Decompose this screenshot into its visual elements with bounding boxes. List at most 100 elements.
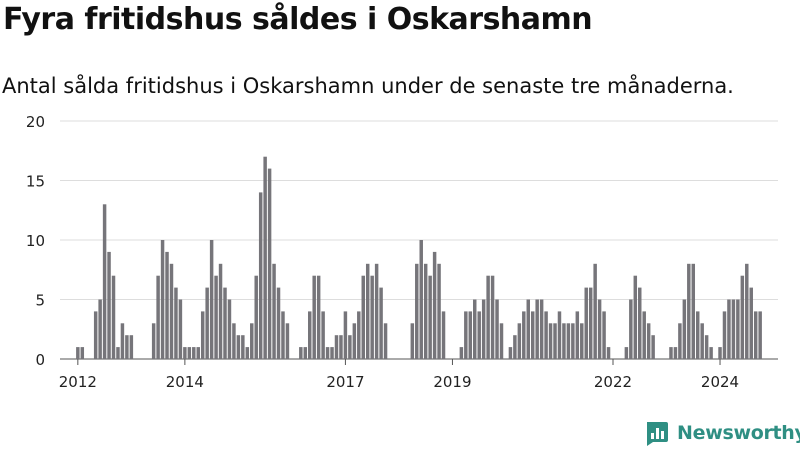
bar	[370, 275, 374, 359]
bar	[183, 347, 187, 359]
bar	[562, 323, 566, 359]
bar	[473, 299, 477, 359]
bar	[669, 347, 673, 359]
bar	[477, 311, 481, 359]
bar	[700, 323, 704, 359]
bar	[227, 299, 232, 359]
bar	[749, 287, 753, 359]
bar	[357, 311, 361, 359]
bar	[727, 299, 731, 359]
bar	[495, 299, 499, 359]
bar	[432, 251, 437, 359]
x-tick-label: 2014	[166, 373, 204, 391]
bar	[285, 323, 290, 359]
y-tick-label: 15	[26, 173, 45, 191]
bar	[352, 323, 357, 359]
bar	[258, 192, 263, 359]
bar	[272, 263, 276, 359]
chart-title: Fyra fritidshus såldes i Oskarshamn	[3, 2, 593, 37]
bar	[486, 275, 490, 359]
bar	[209, 240, 214, 359]
bar	[606, 347, 611, 359]
bar	[758, 311, 762, 359]
bar	[241, 335, 245, 359]
bar	[339, 335, 343, 359]
bar	[348, 335, 352, 359]
bar	[214, 275, 218, 359]
bar	[490, 275, 495, 359]
bar	[464, 311, 468, 359]
bar	[169, 263, 174, 359]
bar	[709, 347, 713, 359]
bar	[343, 311, 348, 359]
bar	[151, 323, 156, 359]
bar	[374, 263, 379, 359]
y-tick-label: 10	[26, 232, 45, 250]
bar	[548, 323, 553, 359]
bar	[459, 347, 464, 359]
bar	[178, 299, 183, 359]
bar	[736, 299, 740, 359]
bar	[196, 347, 200, 359]
bar	[566, 323, 571, 359]
bar	[156, 275, 160, 359]
bar	[299, 347, 303, 359]
bar	[468, 311, 473, 359]
bar	[102, 204, 107, 359]
bar	[383, 323, 388, 359]
bar	[646, 323, 651, 359]
bar	[580, 323, 584, 359]
x-tick-label: 2022	[594, 373, 632, 391]
brand-logo: Newsworthy	[644, 420, 800, 446]
x-tick-label: 2012	[59, 373, 97, 391]
bar	[441, 311, 446, 359]
bar	[526, 299, 531, 359]
bar	[428, 275, 432, 359]
bar	[678, 323, 682, 359]
bar	[254, 275, 258, 359]
bar	[111, 275, 116, 359]
bar	[740, 275, 745, 359]
bar	[517, 323, 522, 359]
bar	[98, 299, 102, 359]
bar	[245, 347, 250, 359]
bar	[522, 311, 526, 359]
bar	[499, 323, 504, 359]
bar	[165, 251, 169, 359]
bar	[267, 168, 272, 359]
x-tick-label: 2019	[433, 373, 471, 391]
bar	[624, 347, 629, 359]
bar	[602, 311, 606, 359]
bar	[334, 335, 339, 359]
bar	[753, 311, 758, 359]
bar	[93, 311, 98, 359]
bar	[593, 263, 597, 359]
bar	[544, 311, 548, 359]
newsworthy-logo-icon	[647, 421, 668, 446]
highlight-value-label: 4	[766, 0, 777, 5]
bar	[125, 335, 129, 359]
bar	[638, 287, 642, 359]
bar	[80, 347, 85, 359]
bar	[307, 311, 312, 359]
bar	[695, 311, 700, 359]
y-tick-label: 20	[26, 113, 45, 131]
bar	[218, 263, 223, 359]
bar	[174, 287, 178, 359]
bar	[722, 311, 727, 359]
bar	[419, 240, 423, 359]
bar	[513, 335, 517, 359]
bar	[530, 311, 535, 359]
bar	[687, 263, 691, 359]
bar	[691, 263, 696, 359]
bar	[276, 287, 281, 359]
bar	[76, 347, 80, 359]
bar	[437, 263, 441, 359]
bar	[508, 347, 513, 359]
chart-subtitle: Antal sålda fritidshus i Oskarshamn unde…	[2, 74, 734, 98]
bar	[539, 299, 544, 359]
bar	[629, 299, 633, 359]
bar	[223, 287, 227, 359]
bar	[361, 275, 365, 359]
